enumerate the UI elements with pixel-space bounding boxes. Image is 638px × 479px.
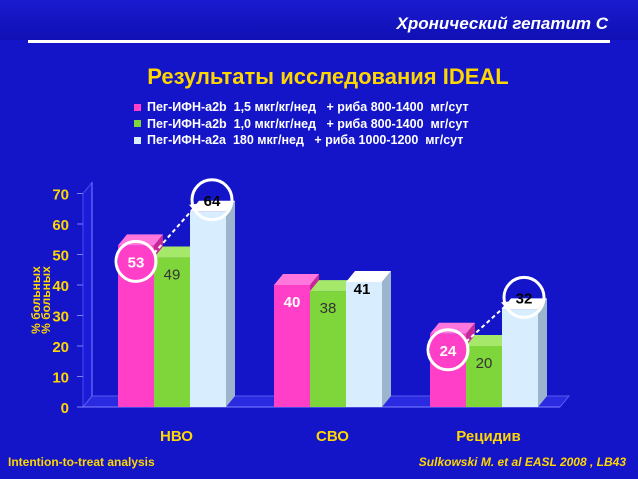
bar [310,291,346,407]
y-tick-label: 70 [52,187,69,204]
y-tick-label: 30 [52,309,69,326]
legend-swatch-1 [134,103,141,111]
bar [274,285,310,407]
data-label: 64 [204,193,221,210]
bar-top [466,335,511,346]
category-label: НВО [160,428,193,445]
y-tick-label: 0 [61,400,69,417]
data-label: 49 [164,267,181,284]
y-tick-label: 50 [52,248,69,265]
bar-side [382,270,391,407]
category-label: Рецидив [456,428,520,445]
legend-swatch-2 [134,120,141,128]
legend-label-1: Пег-ИФН-а2b 1,5 мкг/кг/нед + риба 800-14… [147,100,469,115]
y-tick-label: 20 [52,339,69,356]
data-label: 53 [128,254,145,271]
chart-legend: Пег-ИФН-а2b 1,5 мкг/кг/нед + риба 800-14… [134,99,469,149]
bar-top [274,274,319,285]
y-tick-label: 10 [52,370,69,387]
data-label: 32 [516,290,533,307]
comparison-arrow [153,207,195,255]
bar-side [538,298,547,407]
highlight-circle [426,328,470,372]
bar [154,257,190,407]
bar [502,309,538,407]
footer-note: Intention-to-treat analysis [8,455,155,469]
y-tick-label: 60 [52,217,69,234]
bar-side [226,200,235,407]
header-bar: Хронический гепатит С [0,0,638,40]
header-title: Хронический гепатит С [396,14,608,33]
data-label: 41 [354,281,371,298]
y-tick-label: 40 [52,278,69,295]
data-label: 38 [320,300,337,317]
y-axis-label: % больных [29,266,43,334]
y-axis-label-shadow: % больных [39,266,53,334]
chart-side-wall [82,181,93,409]
legend-label-3: Пег-ИФН-а2а 180 мкг/нед + риба 1000-1200… [147,133,464,148]
comparison-arrow [465,304,507,343]
data-label: 20 [476,355,493,372]
highlight-circle [114,239,158,283]
footer-citation: Sulkowski M. et al EASL 2008 , LB43 [418,455,626,469]
highlight-circle [502,275,546,319]
data-label: 40 [284,294,301,311]
bar-top [310,280,355,292]
legend-item-3: Пег-ИФН-а2а 180 мкг/нед + риба 1000-1200… [134,132,469,149]
header-divider [28,40,610,43]
category-label: СВО [316,428,349,445]
data-label: 24 [440,343,457,360]
slide-title: Результаты исследования IDEAL [147,64,509,89]
bar-top [190,200,235,212]
legend-item-1: Пег-ИФН-а2b 1,5 мкг/кг/нед + риба 800-14… [134,99,469,116]
legend-label-2: Пег-ИФН-а2b 1,0 мкг/кг/нед + риба 800-14… [147,116,469,131]
bar-top [346,270,391,282]
legend-swatch-3 [134,136,141,144]
highlight-circle [190,178,234,222]
bar [190,211,226,407]
bar-top [154,246,199,258]
bar [466,346,502,407]
bar [346,281,382,407]
legend-item-2: Пег-ИФН-а2b 1,0 мкг/кг/нед + риба 800-14… [134,116,469,133]
bar [118,245,154,407]
bar-top [502,298,547,310]
